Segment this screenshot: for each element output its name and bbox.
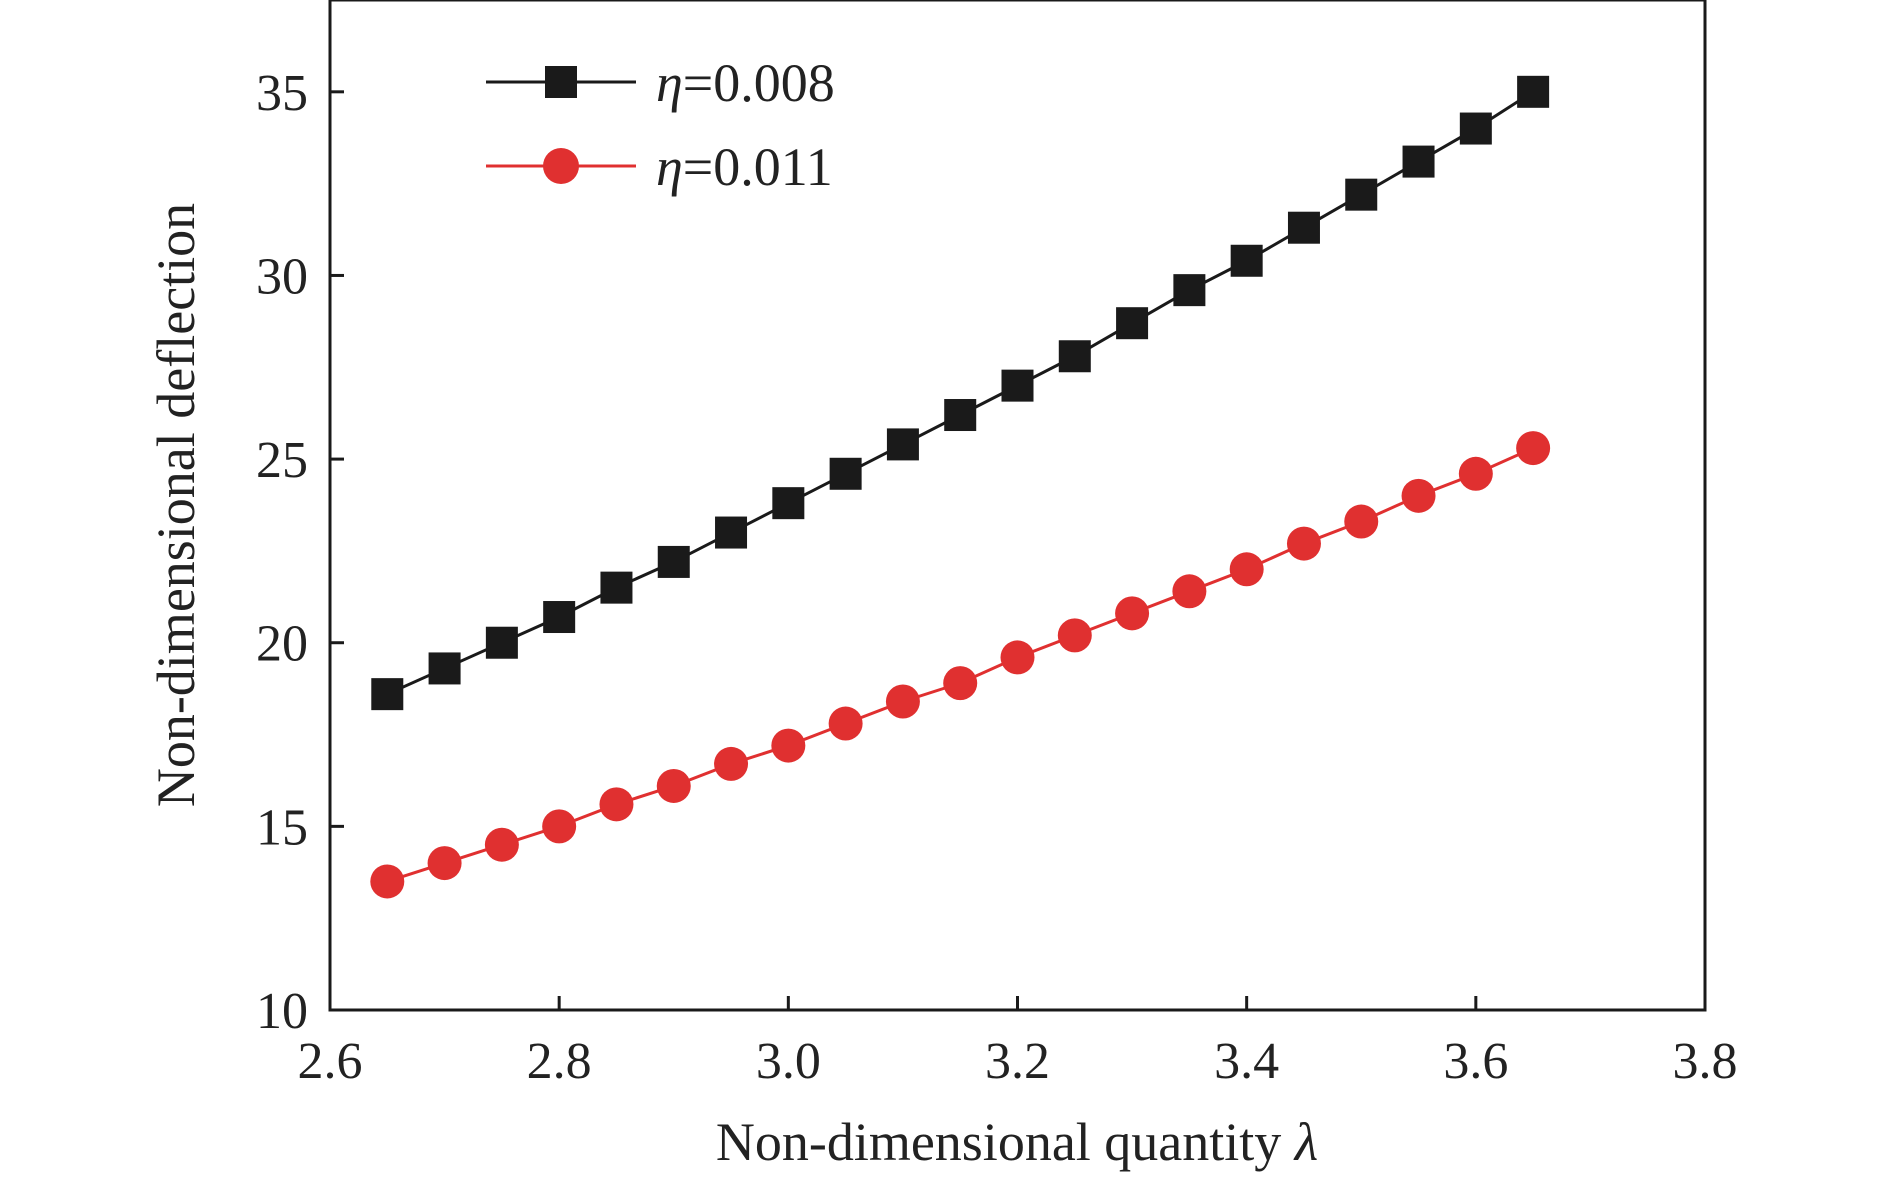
series-2-point <box>714 746 749 781</box>
series-2-point <box>656 768 691 803</box>
legend-label-series-1-symbol: η <box>656 53 683 113</box>
series-2-point <box>370 864 405 899</box>
x-axis-title: Non-dimensional quantity λ <box>716 1112 1318 1172</box>
series-2-point <box>885 684 920 719</box>
series-1-point <box>1517 75 1550 108</box>
series-1-point <box>1459 112 1492 145</box>
series-2-point <box>771 728 806 763</box>
series-1 <box>371 75 1550 711</box>
series-1-point <box>543 601 576 634</box>
series-1-point <box>772 487 805 520</box>
series-2-point <box>1172 574 1207 609</box>
x-tick-label: 2.8 <box>527 1033 592 1090</box>
y-tick-label: 10 <box>256 983 308 1040</box>
y-tick-label: 35 <box>256 65 308 122</box>
series-2-point <box>1458 456 1493 491</box>
series-1-point <box>1001 369 1034 402</box>
series-2-point <box>484 827 519 862</box>
series-2-point <box>1516 431 1551 466</box>
y-axis-ticks: 10 15 20 25 30 35 <box>256 65 344 1040</box>
series-1-point <box>1287 211 1320 244</box>
series-1-point <box>1345 178 1378 211</box>
plot-frame <box>328 0 1707 1012</box>
legend-label-series-1-text: =0.008 <box>683 53 835 113</box>
series-2-point <box>1000 640 1035 675</box>
legend-label-series-2-text: =0.011 <box>683 137 833 197</box>
legend: η=0.008 η=0.011 <box>486 53 835 197</box>
series-2-point <box>828 706 863 741</box>
series-1-point <box>1116 307 1149 340</box>
legend-label-series-1: η=0.008 <box>656 53 835 113</box>
series-1-point <box>1230 244 1263 277</box>
series-1-point <box>829 457 862 490</box>
series-2-point <box>427 846 462 881</box>
series-1-point <box>428 652 461 685</box>
y-tick-label: 20 <box>256 616 308 673</box>
series-1-point <box>600 571 633 604</box>
y-tick-label: 30 <box>256 248 308 305</box>
y-tick-label: 25 <box>256 432 308 489</box>
x-axis-ticks: 2.6 2.8 3.0 3.2 3.4 3.6 3.8 <box>298 996 1738 1090</box>
x-tick-label: 2.6 <box>298 1033 363 1090</box>
series-1-point <box>1173 274 1206 307</box>
x-tick-label: 3.2 <box>985 1033 1050 1090</box>
x-tick-label: 3.4 <box>1214 1033 1279 1090</box>
series-1-point <box>1402 145 1435 178</box>
legend-entry-series-2: η=0.011 <box>486 137 833 197</box>
series-2-point <box>1344 504 1379 539</box>
series-2-point <box>1115 596 1150 631</box>
series-2-point <box>1229 552 1264 587</box>
y-axis-title: Non-dimensional deflection <box>146 203 206 807</box>
legend-label-series-2: η=0.011 <box>656 137 833 197</box>
y-tick-label: 15 <box>256 799 308 856</box>
legend-label-series-2-symbol: η <box>656 137 683 197</box>
series-2 <box>370 431 1551 899</box>
series-2-point <box>1401 478 1436 513</box>
series-2-point <box>1057 618 1092 653</box>
series-2-point <box>1286 526 1321 561</box>
x-axis-title-symbol: λ <box>1293 1112 1318 1172</box>
series-1-point <box>1058 340 1091 373</box>
x-tick-label: 3.6 <box>1443 1033 1508 1090</box>
series-2-point <box>599 787 634 822</box>
series-1-point <box>371 678 404 711</box>
legend-marker-series-2 <box>543 148 579 184</box>
series-1-point <box>715 516 748 549</box>
series-layer <box>370 75 1551 899</box>
series-1-point <box>657 545 690 578</box>
series-1-point <box>485 626 518 659</box>
series-1-point <box>886 428 919 461</box>
series-1-point <box>944 399 977 432</box>
x-tick-label: 3.8 <box>1673 1033 1738 1090</box>
legend-entry-series-1: η=0.008 <box>486 53 835 113</box>
series-2-point <box>542 809 577 844</box>
x-axis-title-text: Non-dimensional quantity <box>716 1112 1295 1172</box>
x-tick-label: 3.0 <box>756 1033 821 1090</box>
series-2-point <box>943 666 978 701</box>
legend-marker-series-1 <box>545 66 577 98</box>
